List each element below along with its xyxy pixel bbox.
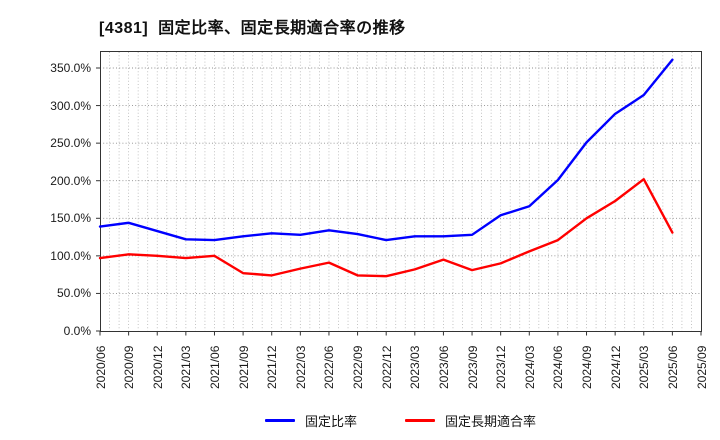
x-tick-label: 2025/06: [665, 345, 680, 389]
x-tick-label: 2023/03: [408, 345, 423, 389]
plot-area: [95, 51, 707, 343]
x-tick-label: 2020/06: [93, 345, 108, 389]
x-tick-label: 2021/06: [207, 345, 222, 389]
x-tick-label: 2025/03: [637, 345, 652, 389]
x-tick-label: 2022/03: [293, 345, 308, 389]
x-tick-label: 2021/12: [265, 345, 280, 389]
x-tick-label: 2024/03: [522, 345, 537, 389]
x-tick-label: 2021/09: [236, 345, 251, 389]
y-tick-label: 150.0%: [50, 211, 91, 226]
y-tick-label: 250.0%: [50, 136, 91, 151]
x-tick-label: 2022/12: [379, 345, 394, 389]
chart-canvas: [96, 51, 702, 336]
x-tick-label: 2024/06: [551, 345, 566, 389]
y-tick-label: 200.0%: [50, 173, 91, 188]
x-tick-label: 2024/09: [580, 345, 595, 389]
x-tick-label: 2020/12: [150, 345, 165, 389]
y-tick-label: 100.0%: [50, 248, 91, 263]
legend-label-fixed-longterm-ratio: 固定長期適合率: [445, 414, 537, 429]
y-tick-label: 50.0%: [56, 286, 91, 301]
x-tick-label: 2023/12: [494, 345, 509, 389]
legend-line-blue-icon: [264, 419, 295, 422]
x-tick-label: 2021/03: [179, 345, 194, 389]
chart-title: [4381] 固定比率、固定長期適合率の推移: [99, 20, 406, 37]
x-tick-label: 2025/09: [694, 345, 709, 389]
legend-line-red-icon: [405, 419, 435, 422]
legend-label-fixed-ratio: 固定比率: [304, 414, 357, 429]
y-tick-label: 350.0%: [50, 60, 91, 75]
x-tick-label: 2023/06: [436, 345, 451, 389]
y-tick-label: 0.0%: [63, 324, 91, 338]
y-tick-label: 300.0%: [50, 98, 91, 113]
x-tick-label: 2022/09: [351, 345, 366, 389]
legend: 固定比率 固定長期適合率: [100, 411, 701, 430]
x-tick-label: 2024/12: [608, 345, 623, 389]
x-tick-label: 2023/09: [465, 345, 480, 389]
x-tick-label: 2020/09: [122, 345, 137, 389]
x-tick-label: 2022/06: [322, 345, 337, 389]
legend-item-fixed-longterm-ratio: 固定長期適合率: [405, 411, 536, 430]
legend-item-fixed-ratio: 固定比率: [264, 411, 357, 430]
